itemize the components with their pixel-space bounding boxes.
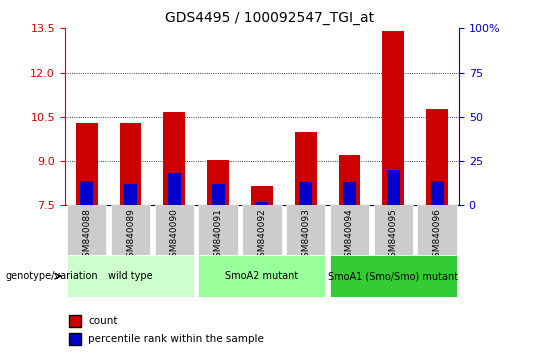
Bar [339, 155, 360, 205]
Text: count: count [89, 316, 118, 326]
Bar [430, 181, 444, 205]
Text: GSM840094: GSM840094 [345, 208, 354, 263]
Text: SmoA1 (Smo/Smo) mutant: SmoA1 (Smo/Smo) mutant [328, 271, 458, 281]
FancyBboxPatch shape [417, 205, 457, 255]
Text: GSM840088: GSM840088 [82, 208, 91, 263]
Text: SmoA2 mutant: SmoA2 mutant [225, 271, 299, 281]
FancyBboxPatch shape [374, 205, 413, 255]
Bar [119, 123, 141, 205]
Text: wild type: wild type [108, 271, 153, 281]
Bar [212, 184, 225, 205]
Bar [255, 202, 268, 205]
Bar [343, 182, 356, 205]
FancyBboxPatch shape [69, 315, 80, 327]
Bar [382, 31, 404, 205]
Text: GSM840092: GSM840092 [258, 208, 266, 263]
FancyBboxPatch shape [154, 205, 194, 255]
Bar [387, 170, 400, 205]
Bar [163, 113, 185, 205]
Text: GDS4495 / 100092547_TGI_at: GDS4495 / 100092547_TGI_at [165, 11, 375, 25]
Text: GSM840089: GSM840089 [126, 208, 135, 263]
FancyBboxPatch shape [111, 205, 150, 255]
Bar [426, 109, 448, 205]
FancyBboxPatch shape [69, 333, 80, 345]
FancyBboxPatch shape [198, 255, 326, 297]
FancyBboxPatch shape [242, 205, 282, 255]
FancyBboxPatch shape [67, 205, 106, 255]
Bar [295, 132, 316, 205]
Text: genotype/variation: genotype/variation [5, 271, 98, 281]
Text: GSM840093: GSM840093 [301, 208, 310, 263]
Bar [168, 173, 181, 205]
Bar [251, 186, 273, 205]
Bar [299, 182, 312, 205]
Bar [124, 184, 137, 205]
Bar [76, 123, 98, 205]
Bar [80, 181, 93, 205]
FancyBboxPatch shape [67, 255, 194, 297]
Text: GSM840095: GSM840095 [389, 208, 398, 263]
Text: percentile rank within the sample: percentile rank within the sample [89, 334, 264, 344]
Text: GSM840090: GSM840090 [170, 208, 179, 263]
FancyBboxPatch shape [198, 205, 238, 255]
FancyBboxPatch shape [330, 205, 369, 255]
FancyBboxPatch shape [330, 255, 457, 297]
Text: GSM840091: GSM840091 [214, 208, 222, 263]
Text: GSM840096: GSM840096 [433, 208, 442, 263]
FancyBboxPatch shape [286, 205, 326, 255]
Bar [207, 160, 229, 205]
